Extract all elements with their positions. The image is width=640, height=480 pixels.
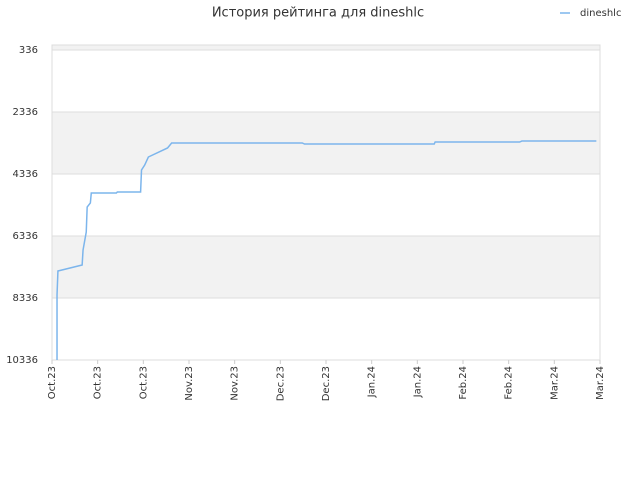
- band: [52, 111, 600, 174]
- rating-line: [56, 140, 597, 360]
- x-tick-label: Jan.24: [367, 366, 378, 398]
- x-tick-label: Nov.23: [230, 366, 241, 401]
- band: [52, 235, 600, 298]
- x-tick-label: Feb.24: [504, 366, 515, 400]
- x-tick-label: Oct.23: [138, 366, 149, 399]
- x-tick-label: Oct.23: [47, 366, 58, 399]
- band: [52, 45, 600, 50]
- x-tick-label: Oct.23: [93, 366, 104, 399]
- plot-border: [51, 44, 601, 361]
- y-tick-label: 4336: [13, 169, 38, 180]
- y-tick-label: 6336: [13, 231, 38, 242]
- chart-title: История рейтинга для dineshlc: [212, 6, 424, 21]
- x-tick-label: Jan.24: [412, 366, 423, 398]
- y-tick-label: 2336: [13, 107, 38, 118]
- x-tick-label: Feb.24: [458, 366, 469, 400]
- x-tick-label: Mar.24: [549, 366, 560, 400]
- y-tick-label: 336: [19, 45, 38, 56]
- x-tick-label: Nov.23: [184, 366, 195, 401]
- y-tick-label: 8336: [13, 293, 38, 304]
- x-tick-label: Dec.23: [321, 366, 332, 401]
- x-tick-label: Dec.23: [275, 366, 286, 401]
- x-tick-label: Mar.24: [595, 366, 606, 400]
- legend-label: dineshlc: [580, 8, 621, 19]
- y-tick-label: 10336: [6, 355, 38, 366]
